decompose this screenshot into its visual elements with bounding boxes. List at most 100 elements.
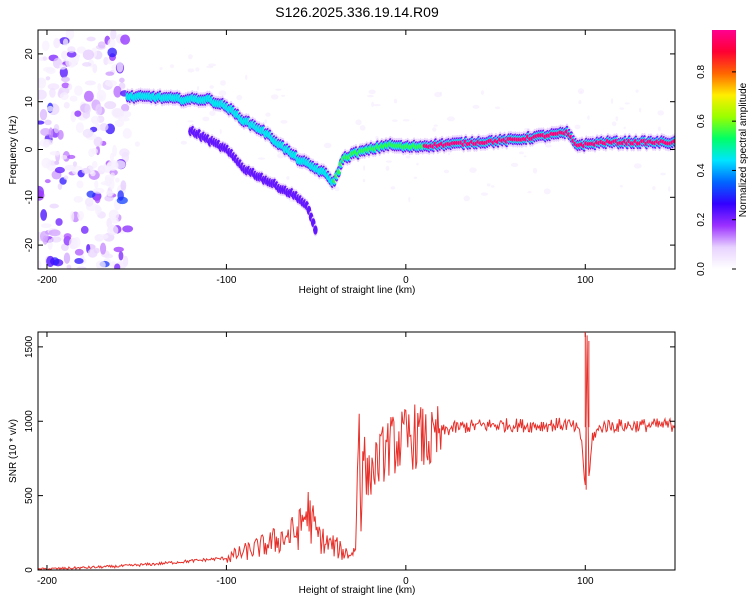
snr-ytick-label: 1500 xyxy=(24,335,35,358)
noise-blob xyxy=(180,140,187,145)
noise-blob xyxy=(95,104,103,116)
noise-blob xyxy=(100,181,112,186)
noise-blob xyxy=(393,98,398,104)
noise-blob xyxy=(72,161,77,167)
noise-blob xyxy=(41,40,50,51)
noise-blob xyxy=(187,68,195,73)
noise-blob xyxy=(84,197,94,207)
noise-blob xyxy=(660,172,666,176)
snr-xtick-label: 0 xyxy=(403,576,409,587)
noise-blob xyxy=(74,110,82,117)
spectrogram-content xyxy=(38,30,675,269)
snr-ytick-label: 1000 xyxy=(24,410,35,433)
noise-blob xyxy=(281,94,286,97)
noise-blob xyxy=(371,101,374,108)
noise-blob xyxy=(519,151,524,155)
spectrogram-ytick-label: -10 xyxy=(24,190,35,205)
colorbar-tick-label: 0.0 xyxy=(696,262,707,276)
noise-blob xyxy=(88,148,95,158)
noise-blob xyxy=(54,166,65,174)
noise-blob xyxy=(355,119,362,126)
noise-blob xyxy=(94,180,99,189)
noise-blob xyxy=(60,50,69,60)
noise-blob xyxy=(545,144,552,148)
noise-blob xyxy=(115,177,120,183)
noise-blob xyxy=(38,260,42,269)
noise-blob xyxy=(112,108,125,119)
noise-blob xyxy=(209,85,214,89)
noise-blob xyxy=(107,47,118,58)
noise-blob xyxy=(97,83,102,91)
noise-blob xyxy=(385,160,393,163)
noise-blob xyxy=(66,50,77,58)
spectrogram-ytick-label: 20 xyxy=(24,48,35,60)
noise-blob xyxy=(93,136,103,147)
noise-blob xyxy=(41,157,52,169)
noise-blob xyxy=(50,236,62,243)
noise-blob xyxy=(615,116,619,122)
noise-blob xyxy=(105,190,114,197)
noise-blob xyxy=(38,89,47,100)
noise-blob xyxy=(116,61,124,73)
noise-blob xyxy=(196,85,200,91)
spectrogram-ytick-label: 0 xyxy=(24,146,35,152)
colorbar-gradient xyxy=(712,30,736,269)
noise-blob xyxy=(323,142,332,149)
noise-blob xyxy=(42,235,48,245)
noise-blob xyxy=(49,151,61,156)
noise-blob xyxy=(44,119,52,126)
noise-blob xyxy=(44,179,51,184)
noise-blob xyxy=(510,162,519,167)
noise-blob xyxy=(413,176,418,179)
noise-blob xyxy=(188,54,193,60)
noise-blob xyxy=(63,175,69,180)
noise-blob xyxy=(619,184,623,188)
noise-blob xyxy=(362,178,366,183)
noise-blob xyxy=(611,121,617,127)
noise-blob xyxy=(86,190,96,198)
noise-blob xyxy=(480,192,489,196)
noise-blob xyxy=(86,36,96,42)
chart-title: S126.2025.336.19.14.R09 xyxy=(275,4,439,20)
snr-background xyxy=(38,332,675,570)
noise-blob xyxy=(113,85,122,98)
noise-blob xyxy=(63,252,71,264)
colorbar-label: Normalized spectral amplitude xyxy=(738,82,749,217)
spectrogram-xtick-label: 0 xyxy=(403,275,409,286)
spectrogram-ytick-label: -20 xyxy=(24,237,35,252)
noise-blob xyxy=(463,195,470,202)
noise-blob xyxy=(82,258,87,264)
noise-blob xyxy=(286,176,290,180)
noise-blob xyxy=(40,223,52,229)
noise-blob xyxy=(633,163,642,169)
noise-blob xyxy=(543,188,551,195)
noise-blob xyxy=(109,152,115,162)
secondary-ridge-segment xyxy=(311,220,316,225)
noise-blob xyxy=(244,74,248,80)
noise-blob xyxy=(373,103,381,107)
noise-blob xyxy=(97,233,109,240)
noise-blob xyxy=(275,88,282,91)
colorbar-tick-label: 0.8 xyxy=(696,64,707,78)
noise-blob xyxy=(61,154,68,160)
noise-blob xyxy=(104,79,117,87)
noise-blob xyxy=(134,141,141,147)
noise-blob xyxy=(385,165,390,171)
colorbar: 0.0 0.2 0.4 0.6 0.8 Normalized spectral ampl… xyxy=(696,30,749,276)
noise-blob xyxy=(486,183,491,187)
noise-blob xyxy=(38,190,45,201)
noise-blob xyxy=(47,83,60,90)
noise-blob xyxy=(280,119,288,124)
noise-blob xyxy=(92,187,105,194)
noise-blob xyxy=(54,160,60,165)
noise-blob xyxy=(69,210,75,222)
noise-blob xyxy=(99,242,107,255)
noise-blob xyxy=(45,76,51,81)
noise-blob xyxy=(652,186,656,191)
noise-blob xyxy=(122,225,134,233)
noise-blob xyxy=(84,80,96,86)
noise-blob xyxy=(82,62,92,67)
noise-blob xyxy=(47,239,53,250)
spectrogram-ylabel: Frequency (Hz) xyxy=(8,116,19,185)
noise-blob xyxy=(480,90,485,95)
